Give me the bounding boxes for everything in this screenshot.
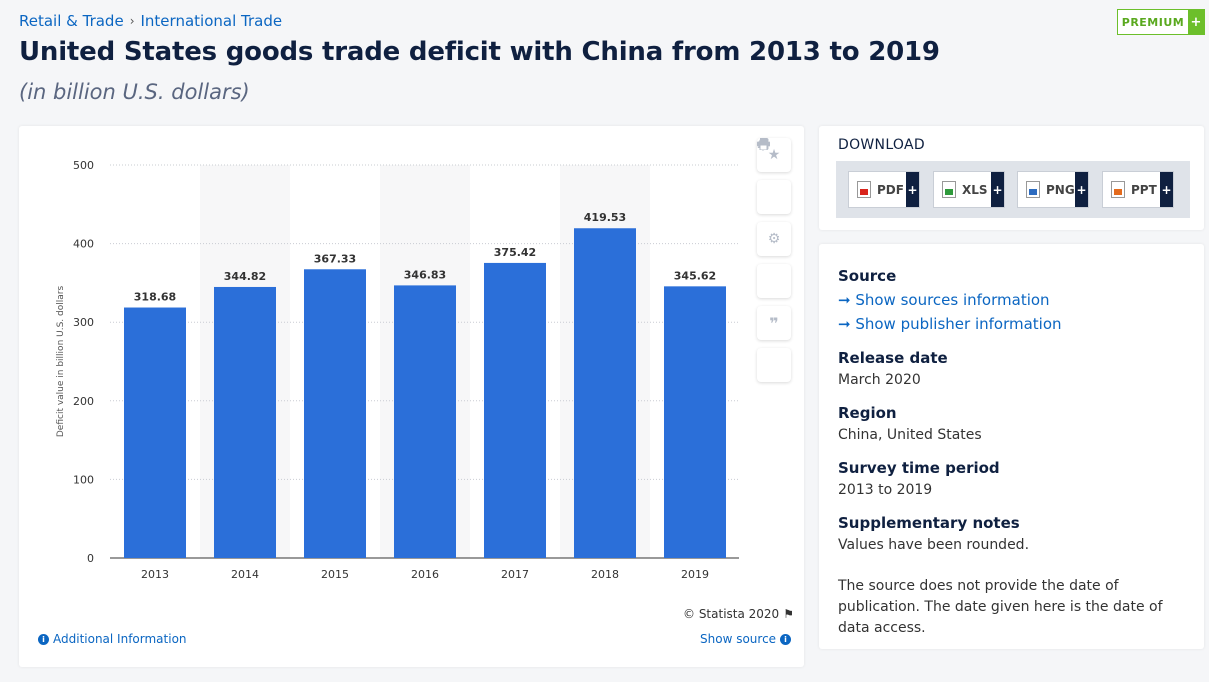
- survey-period-heading: Survey time period: [838, 459, 1000, 477]
- bar-value-label: 345.62: [674, 269, 716, 282]
- region-value: China, United States: [838, 427, 982, 443]
- page-title: United States goods trade deficit with C…: [19, 37, 940, 67]
- flag-icon[interactable]: ⚑: [783, 607, 794, 621]
- bar-value-label: 344.82: [224, 270, 266, 283]
- release-date-value: March 2020: [838, 372, 921, 388]
- show-source-link[interactable]: Show source i: [700, 632, 792, 646]
- bar-value-label: 318.68: [134, 291, 176, 304]
- download-pdf-button[interactable]: PDF +: [848, 171, 920, 208]
- x-tick-label: 2018: [591, 568, 619, 581]
- bell-icon[interactable]: [757, 138, 791, 214]
- y-axis-label: Deficit value in billion U.S. dollars: [56, 286, 66, 438]
- bar[interactable]: [574, 228, 636, 558]
- x-tick-label: 2017: [501, 568, 529, 581]
- plus-icon: +: [991, 172, 1004, 207]
- survey-period-value: 2013 to 2019: [838, 482, 933, 498]
- supplementary-notes-heading: Supplementary notes: [838, 514, 1020, 532]
- print-icon[interactable]: [757, 138, 791, 382]
- bar[interactable]: [304, 269, 366, 558]
- bar-chart: 0 100 200 300 400 500 Deficit value in billion…: [56, 159, 739, 581]
- download-title: DOWNLOAD: [838, 137, 925, 153]
- png-file-icon: [1026, 181, 1040, 198]
- ppt-file-icon: [1111, 181, 1125, 198]
- plus-icon: +: [1075, 172, 1088, 207]
- bar[interactable]: [214, 286, 276, 558]
- y-tick-label: 0: [87, 552, 94, 565]
- chart-tools: ★ ⚙ ❞: [757, 138, 791, 390]
- breadcrumb: Retail & Trade › International Trade: [19, 12, 282, 30]
- supplementary-notes-value: Values have been rounded.: [838, 537, 1030, 553]
- bar-value-label: 419.53: [584, 211, 626, 224]
- y-tick-label: 400: [73, 238, 94, 251]
- premium-badge[interactable]: PREMIUM +: [1117, 9, 1205, 35]
- download-png-button[interactable]: PNG +: [1017, 171, 1089, 208]
- plus-icon: +: [906, 172, 919, 207]
- premium-label: PREMIUM: [1121, 15, 1185, 29]
- x-tick-label: 2019: [681, 568, 709, 581]
- xls-file-icon: [942, 181, 956, 198]
- additional-information-label: Additional Information: [53, 632, 187, 646]
- show-publisher-link[interactable]: ➞ Show publisher information: [838, 315, 1062, 333]
- additional-information-link[interactable]: i Additional Information: [38, 632, 187, 646]
- page-subtitle: (in billion U.S. dollars): [19, 80, 250, 104]
- info-icon: i: [780, 633, 792, 645]
- bar[interactable]: [394, 285, 456, 558]
- x-tick-label: 2013: [141, 568, 169, 581]
- download-png-label: PNG: [1046, 182, 1075, 197]
- chart-card: 0 100 200 300 400 500 Deficit value in billion…: [19, 126, 804, 667]
- pdf-file-icon: [857, 181, 871, 198]
- breadcrumb-retail-trade[interactable]: Retail & Trade: [19, 12, 124, 30]
- bar[interactable]: [124, 307, 186, 558]
- download-xls-button[interactable]: XLS +: [933, 171, 1005, 208]
- plus-icon: +: [1160, 172, 1173, 207]
- gear-icon[interactable]: ⚙: [757, 222, 791, 256]
- share-icon[interactable]: [757, 138, 791, 298]
- download-ppt-label: PPT: [1131, 182, 1157, 197]
- x-tick-label: 2014: [231, 568, 259, 581]
- show-sources-link[interactable]: ➞ Show sources information: [838, 291, 1050, 309]
- y-tick-label: 200: [73, 395, 94, 408]
- bar[interactable]: [664, 286, 726, 558]
- x-tick-label: 2015: [321, 568, 349, 581]
- download-card: DOWNLOAD PDF + XLS + PNG + PPT +: [819, 126, 1204, 230]
- copyright-text: © Statista 2020: [683, 607, 780, 621]
- y-tick-label: 100: [73, 473, 94, 486]
- y-tick-label: 500: [73, 159, 94, 172]
- source-info-card: Source ➞ Show sources information ➞ Show…: [819, 244, 1204, 649]
- statista-copyright: © Statista 2020 ⚑: [683, 607, 794, 621]
- quote-icon[interactable]: ❞: [757, 306, 791, 340]
- bar-value-label: 375.42: [494, 246, 536, 259]
- breadcrumb-international-trade[interactable]: International Trade: [140, 12, 283, 30]
- download-ppt-button[interactable]: PPT +: [1102, 171, 1174, 208]
- download-buttons: PDF + XLS + PNG + PPT +: [836, 161, 1190, 218]
- y-tick-label: 300: [73, 316, 94, 329]
- region-heading: Region: [838, 404, 897, 422]
- premium-plus-icon: +: [1188, 10, 1204, 34]
- breadcrumb-separator: ›: [129, 14, 135, 28]
- bar-value-label: 367.33: [314, 252, 356, 265]
- publication-date-note: The source does not provide the date of …: [838, 578, 1163, 636]
- download-xls-label: XLS: [962, 182, 988, 197]
- bar[interactable]: [484, 262, 546, 558]
- x-tick-label: 2016: [411, 568, 439, 581]
- bar-value-label: 346.83: [404, 268, 446, 281]
- source-heading: Source: [838, 267, 897, 285]
- info-icon: i: [38, 633, 49, 645]
- download-pdf-label: PDF: [877, 182, 904, 197]
- release-date-heading: Release date: [838, 349, 948, 367]
- show-source-label: Show source: [700, 632, 777, 646]
